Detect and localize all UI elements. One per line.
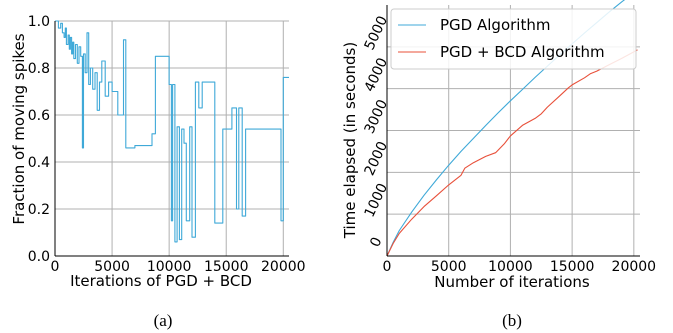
y-tick-labels-a: 0.0 0.2 0.4 0.6 0.8 1.0 (28, 14, 50, 265)
legend-label-pgd: PGD Algorithm (440, 16, 550, 34)
series-line-pgd-bcd-algorithm (387, 50, 638, 256)
x-axis-label-b: Number of iterations (434, 273, 590, 291)
x-tick-label: 20000 (261, 259, 306, 275)
caption-a: (a) (154, 311, 173, 330)
x-axis-label-a: Iterations of PGD + BCD (70, 272, 252, 290)
x-tick-label: 20000 (612, 259, 657, 275)
y-tick-label: 0 (367, 235, 385, 250)
y-axis-label-a: Fraction of moving spikes (10, 33, 28, 224)
x-tick-label: 0 (383, 259, 392, 275)
y-axis-label-b: Time elapsed (in seconds) (341, 42, 359, 239)
y-tick-label: 0.2 (28, 202, 50, 218)
legend-label-pgd-bcd: PGD + BCD Algorithm (440, 43, 605, 61)
caption-b: (b) (502, 311, 522, 330)
legend: PGD Algorithm PGD + BCD Algorithm (391, 9, 636, 69)
x-tick-label: 0 (51, 259, 60, 275)
y-tick-label: 0.8 (28, 61, 50, 77)
y-tick-label: 1.0 (28, 14, 50, 30)
chart-panel-a: 0 5000 10000 15000 20000 0.00.20.40.60.81.0 … (10, 14, 306, 330)
y-tick-label: 0.0 (28, 249, 50, 265)
y-tick-label: 0.4 (28, 155, 50, 171)
chart-panel-b: 0 5000 10000 15000 20000 0100020003000400050… (341, 0, 656, 330)
y-tick-label: 0.6 (28, 108, 50, 124)
